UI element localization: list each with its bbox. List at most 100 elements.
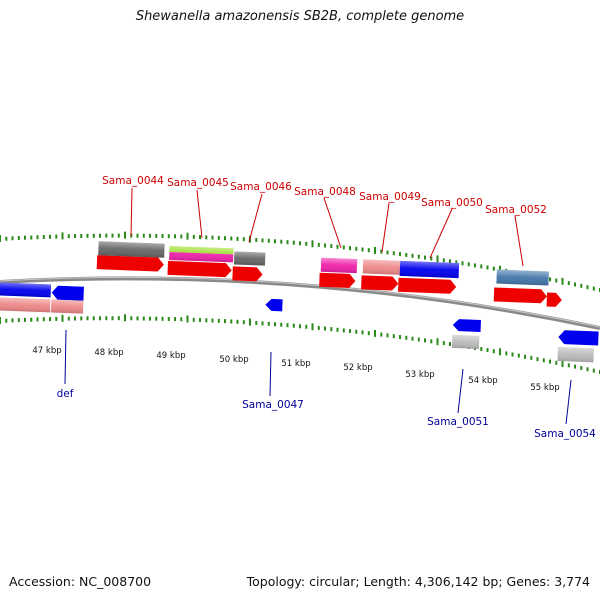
- minor-tick: [255, 321, 258, 325]
- major-tick: [0, 235, 1, 242]
- minor-tick: [536, 357, 539, 362]
- minor-tick: [236, 236, 239, 241]
- minor-tick: [286, 240, 289, 245]
- minor-tick: [67, 316, 70, 321]
- minor-tick: [380, 249, 383, 254]
- major-tick: [561, 360, 564, 368]
- minor-tick: [592, 368, 595, 373]
- outer-tick-track: [0, 231, 600, 292]
- gene-label-bottom[interactable]: Sama_0047: [242, 399, 304, 411]
- minor-tick: [392, 334, 395, 339]
- minor-tick: [86, 316, 89, 321]
- major-tick: [186, 315, 189, 323]
- gene-arrow-sama-0046: [232, 266, 263, 282]
- gene-label-top[interactable]: Sama_0046: [230, 181, 292, 193]
- minor-tick: [467, 262, 470, 267]
- ruler-label: 47 kbp: [32, 346, 61, 356]
- minor-tick: [574, 282, 576, 287]
- major-tick: [124, 231, 126, 239]
- minor-tick: [355, 246, 358, 251]
- gene-label-bottom[interactable]: Sama_0054: [534, 428, 596, 440]
- gene-arrow-sama-0054: [558, 330, 599, 346]
- minor-tick: [317, 325, 320, 330]
- gene-label-bottom[interactable]: def: [57, 388, 74, 400]
- minor-tick: [242, 237, 245, 242]
- minor-tick: [117, 316, 120, 321]
- ruler-label: 48 kbp: [94, 348, 123, 358]
- minor-tick: [524, 354, 526, 359]
- gene-arrow-sama-0049: [361, 275, 399, 291]
- minor-tick: [211, 318, 214, 323]
- minor-tick: [417, 254, 420, 259]
- minor-tick: [442, 341, 445, 346]
- minor-tick: [99, 316, 101, 321]
- ruler-label: 50 kbp: [219, 355, 248, 365]
- minor-tick: [74, 234, 76, 239]
- minor-tick: [349, 246, 351, 251]
- minor-tick: [530, 355, 533, 360]
- minor-tick: [324, 243, 326, 248]
- gene-label-bottom[interactable]: Sama_0051: [427, 416, 489, 428]
- minor-tick: [261, 321, 264, 326]
- minor-tick: [274, 322, 276, 327]
- minor-tick: [511, 352, 514, 357]
- minor-tick: [280, 239, 283, 244]
- minor-tick: [55, 234, 58, 239]
- minor-tick: [492, 266, 495, 271]
- minor-tick: [430, 339, 433, 344]
- minor-tick: [17, 236, 20, 240]
- minor-tick: [555, 278, 558, 283]
- minor-tick: [174, 234, 176, 239]
- minor-tick: [136, 233, 139, 238]
- gene-label-top[interactable]: Sama_0045: [167, 177, 229, 189]
- minor-tick: [205, 235, 208, 240]
- minor-tick: [549, 359, 551, 364]
- minor-tick: [49, 317, 51, 322]
- gene-label-top[interactable]: Sama_0052: [485, 204, 547, 216]
- minor-tick: [480, 264, 483, 269]
- ruler-label: 53 kbp: [405, 370, 434, 380]
- minor-tick: [11, 236, 14, 241]
- minor-tick: [224, 236, 226, 241]
- minor-tick: [399, 335, 401, 339]
- minor-tick: [105, 233, 108, 238]
- minor-tick: [180, 234, 183, 239]
- minor-tick: [92, 233, 95, 238]
- minor-tick: [161, 316, 164, 321]
- minor-tick: [449, 342, 451, 347]
- accession-text: Accession: NC_008700: [9, 574, 152, 589]
- minor-tick: [336, 327, 339, 332]
- minor-tick: [199, 235, 201, 240]
- gene-arrow-sama-0044: [96, 255, 164, 272]
- major-tick: [311, 240, 314, 248]
- minor-tick: [355, 329, 358, 334]
- minor-tick: [155, 233, 158, 238]
- genome-backbone: [0, 276, 600, 330]
- top-leader-lines: [130, 187, 524, 267]
- gene-label-top[interactable]: Sama_0049: [359, 191, 421, 203]
- minor-tick: [411, 336, 414, 341]
- minor-tick: [361, 247, 364, 252]
- minor-tick: [155, 316, 158, 321]
- minor-tick: [192, 317, 195, 322]
- minor-tick: [67, 234, 70, 239]
- minor-tick: [430, 256, 433, 261]
- minor-tick: [486, 265, 489, 270]
- minor-tick: [342, 328, 345, 333]
- minor-tick: [492, 349, 495, 354]
- ruler-label: 51 kbp: [281, 359, 310, 369]
- minor-tick: [136, 316, 139, 321]
- minor-tick: [149, 233, 151, 238]
- gene-label-top[interactable]: Sama_0044: [102, 175, 164, 187]
- minor-tick: [299, 324, 301, 329]
- minor-tick: [230, 319, 233, 324]
- minor-tick: [24, 235, 26, 240]
- gene-labels: Sama_0044 Sama_0045 Sama_0046 Sama_0048 …: [57, 175, 597, 440]
- gene-label-top[interactable]: Sama_0050: [421, 197, 483, 209]
- gene-label-top[interactable]: Sama_0048: [294, 186, 356, 198]
- minor-tick: [580, 366, 583, 370]
- minor-tick: [305, 324, 308, 329]
- minor-tick: [267, 321, 270, 326]
- minor-tick: [317, 242, 320, 247]
